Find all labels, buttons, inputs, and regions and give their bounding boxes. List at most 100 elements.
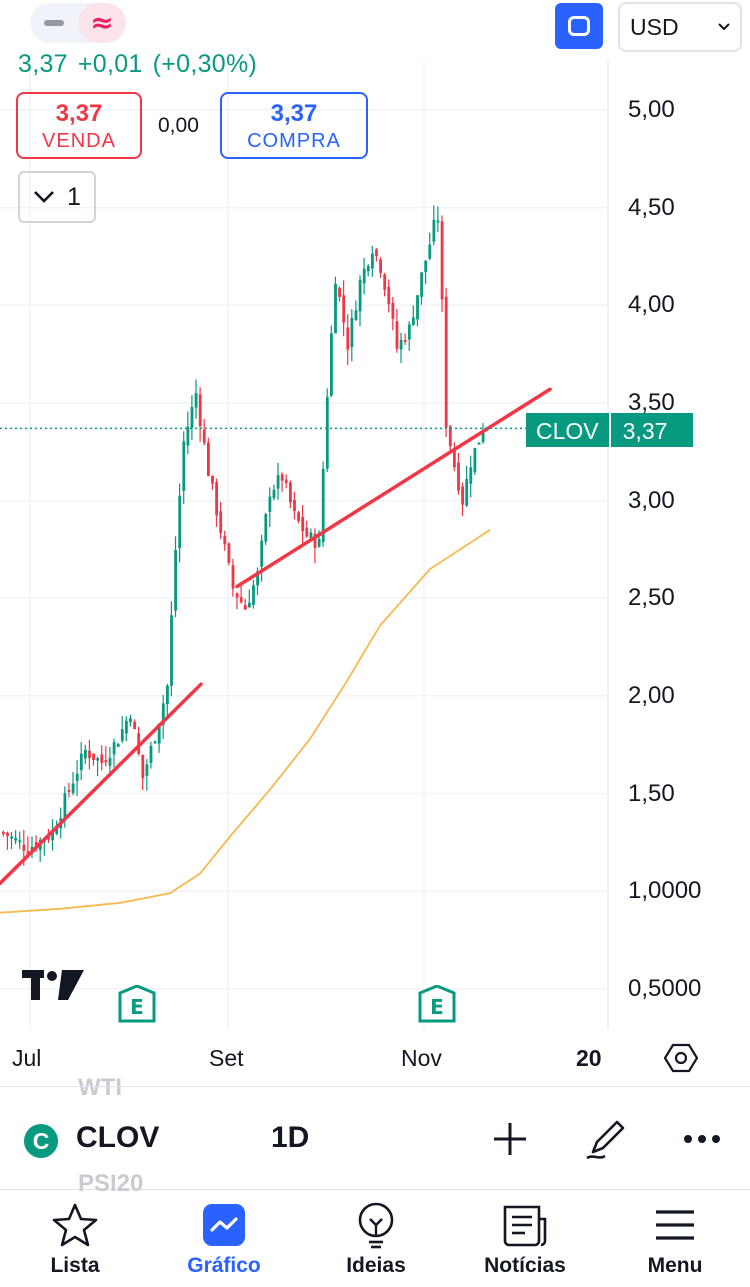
candle-body <box>88 750 91 758</box>
lightbulb-icon <box>306 1200 446 1250</box>
quote-change-pct: (+0,30%) <box>152 50 258 78</box>
candle-body <box>51 831 54 841</box>
candle-body <box>178 495 182 549</box>
candle-body <box>383 274 387 290</box>
y-tick-label: 5,00 <box>628 96 675 123</box>
sell-price: 3,37 <box>55 100 103 127</box>
fullscreen-button[interactable] <box>555 3 603 49</box>
minus-icon[interactable] <box>30 3 78 43</box>
candle-body <box>108 758 112 766</box>
last-price-label: 3,37 <box>610 413 693 447</box>
symbol-toolbar: C CLOV 1D <box>0 1086 750 1190</box>
candle-body <box>18 840 22 843</box>
y-tick-label: 0,5000 <box>628 974 702 1002</box>
svg-text:E: E <box>430 995 444 1019</box>
candle-body <box>67 789 71 792</box>
candle-body <box>444 296 448 428</box>
candle-body <box>6 832 9 837</box>
candle-body <box>10 836 13 839</box>
candle-body <box>264 514 268 542</box>
price-quote: 3,37 +0,01 (+0,30%) <box>18 50 267 79</box>
candle-body <box>412 317 415 325</box>
candle-body <box>309 532 313 539</box>
candle-body <box>428 244 432 259</box>
tab-label: Lista <box>50 1254 100 1277</box>
candle-body <box>256 571 259 586</box>
tab-grafico[interactable]: Gráfico <box>154 1200 294 1278</box>
y-tick-label: 1,0000 <box>628 877 702 905</box>
y-tick-label: 3,50 <box>628 388 675 416</box>
tab-menu[interactable]: Menu <box>605 1200 745 1278</box>
interval-button[interactable]: 1D <box>271 1121 310 1154</box>
add-icon[interactable] <box>486 1115 534 1163</box>
candle-body <box>379 259 382 273</box>
symbol-logo: C <box>24 1124 58 1158</box>
candle-body <box>92 753 95 761</box>
candle-body <box>248 602 251 608</box>
candle-body <box>63 793 67 820</box>
candle-body <box>293 499 296 512</box>
candle-body <box>223 536 227 545</box>
earnings-icon[interactable]: E <box>418 984 456 1023</box>
candle-body <box>227 543 231 563</box>
drawing-pen-icon[interactable] <box>582 1115 630 1163</box>
price-chart[interactable] <box>0 0 750 1090</box>
candle-body <box>473 448 477 473</box>
buy-button[interactable]: 3,37 COMPRA <box>220 92 368 159</box>
wave-icon[interactable]: ≈ <box>78 3 126 43</box>
more-icon[interactable] <box>678 1115 726 1163</box>
candle-body <box>260 540 264 567</box>
candle-body <box>84 749 87 759</box>
candle-body <box>354 310 358 320</box>
x-tick-label: Nov <box>401 1045 442 1071</box>
candle-body <box>297 512 300 522</box>
sell-label: VENDA <box>42 130 116 152</box>
candle-body <box>202 429 206 443</box>
symbol-tag: CLOV <box>526 413 609 447</box>
tab-noticias[interactable]: Notícias <box>455 1200 595 1278</box>
candle-body <box>141 754 145 779</box>
symbol-name[interactable]: CLOV <box>76 1121 160 1154</box>
ghost-symbol: WTI <box>78 1074 122 1101</box>
candle-body <box>235 593 239 598</box>
candle-body <box>313 533 317 548</box>
candle-body <box>457 462 460 491</box>
sell-button[interactable]: 3,37 VENDA <box>16 92 142 159</box>
quantity-selector[interactable]: 1 <box>18 171 96 223</box>
candle-body <box>346 327 350 350</box>
currency-select[interactable]: USD <box>618 2 742 52</box>
candle-body <box>211 475 214 484</box>
square-icon <box>568 16 590 36</box>
tab-lista[interactable]: Lista <box>5 1200 145 1278</box>
candle-body <box>305 527 309 537</box>
chart-mode-toggle[interactable]: ≈ <box>30 3 126 43</box>
ghost-symbol: PSI20 <box>78 1170 144 1197</box>
candle-body <box>198 394 202 427</box>
candle-body <box>79 753 83 771</box>
candle-body <box>436 220 440 223</box>
candle-body <box>289 482 292 503</box>
tab-label: Gráfico <box>187 1254 261 1277</box>
currency-value: USD <box>630 13 679 40</box>
candle-body <box>14 837 18 841</box>
tab-label: Ideias <box>346 1254 406 1277</box>
candle-body <box>391 302 395 319</box>
candle-body <box>325 397 329 469</box>
buy-label: COMPRA <box>247 130 341 152</box>
candle-body <box>280 474 284 481</box>
svg-text:E: E <box>130 995 144 1019</box>
candle-body <box>375 249 378 257</box>
candle-body <box>350 318 354 348</box>
candle-body <box>453 450 456 468</box>
candle-body <box>440 221 444 300</box>
candle-body <box>112 742 116 755</box>
earnings-icon[interactable]: E <box>118 984 156 1023</box>
tab-ideias[interactable]: Ideias <box>306 1200 446 1278</box>
y-tick-label: 3,00 <box>628 486 675 514</box>
candle-body <box>399 339 403 350</box>
tab-label: Menu <box>647 1254 703 1277</box>
news-icon <box>455 1200 595 1250</box>
candle-body <box>465 478 469 506</box>
trendline <box>235 387 552 589</box>
chart-settings-icon[interactable] <box>663 1041 699 1075</box>
